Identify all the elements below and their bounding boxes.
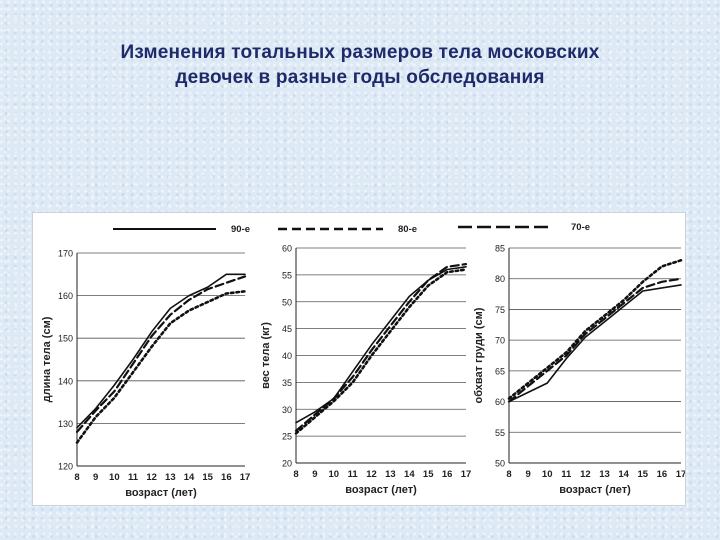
legend-label: 80-е — [398, 224, 417, 235]
x-tick-label: 9 — [93, 472, 98, 483]
x-tick-label: 10 — [109, 472, 120, 483]
y-tick-label: 130 — [58, 419, 73, 429]
series-line-dot — [294, 268, 468, 435]
legend-label: 90-е — [231, 224, 250, 235]
series-line-solid — [508, 284, 682, 403]
x-tick-label: 9 — [525, 469, 530, 480]
y-tick-label: 160 — [58, 291, 73, 301]
x-tick-label: 14 — [618, 469, 629, 480]
y-tick-label: 80 — [495, 274, 505, 284]
y-tick-label: 70 — [495, 336, 505, 346]
x-tick-label: 16 — [221, 472, 232, 483]
y-tick-label: 50 — [495, 459, 505, 469]
series-line-dot — [507, 258, 683, 400]
x-tick-label: 8 — [293, 469, 298, 480]
series-line-dash — [507, 277, 683, 403]
x-tick-label: 13 — [165, 472, 176, 483]
y-tick-label: 60 — [495, 397, 505, 407]
x-tick-label: 13 — [385, 469, 396, 480]
series-line-dash — [294, 262, 468, 432]
x-tick-label: 11 — [128, 472, 139, 483]
x-tick-label: 15 — [423, 469, 434, 480]
y-axis-title: обхват груди (см) — [473, 307, 485, 403]
series-line-solid — [76, 273, 246, 429]
y-tick-label: 50 — [282, 297, 292, 307]
x-tick-label: 16 — [442, 469, 453, 480]
x-tick-label: 17 — [676, 469, 685, 480]
chart-panel-1: 120 130 140 150 160 170 8 9 10 11 12 13 14 15 16 17 возр… — [41, 224, 250, 499]
legend-label: 70-е — [571, 222, 590, 233]
x-tick-label: 14 — [184, 472, 195, 483]
x-tick-label: 16 — [657, 469, 668, 480]
x-tick-label: 10 — [542, 469, 553, 480]
x-tick-label: 17 — [461, 469, 472, 480]
y-tick-label: 170 — [58, 249, 73, 259]
y-tick-label: 45 — [282, 324, 292, 334]
x-tick-label: 11 — [348, 469, 359, 480]
growth-charts-figure: 120 130 140 150 160 170 8 9 10 11 12 13 14 15 16 17 возр… — [33, 213, 686, 505]
x-tick-label: 14 — [404, 469, 415, 480]
x-tick-label: 11 — [561, 469, 572, 480]
x-tick-label: 17 — [240, 472, 251, 483]
y-tick-label: 55 — [495, 428, 505, 438]
y-tick-label: 60 — [282, 244, 292, 254]
y-tick-label: 55 — [282, 270, 292, 280]
y-tick-label: 25 — [282, 432, 292, 442]
slide-title-line-2: девочек в разные годы обследования — [175, 67, 545, 88]
x-axis-title: возраст (лет) — [559, 484, 631, 496]
chart-panel-2: 20 25 30 35 40 45 50 55 60 8 9 10 11 12 13 14 15 16 17 возр… — [260, 224, 471, 496]
y-tick-label: 30 — [282, 405, 292, 415]
x-tick-label: 13 — [599, 469, 610, 480]
y-tick-label: 40 — [282, 351, 292, 361]
growth-charts-svg: 120 130 140 150 160 170 8 9 10 11 12 13 14 15 16 17 возр… — [41, 222, 686, 499]
y-tick-label: 35 — [282, 378, 292, 388]
x-tick-label: 15 — [637, 469, 648, 480]
x-axis-title: возраст (лет) — [125, 487, 197, 499]
x-tick-label: 12 — [580, 469, 591, 480]
y-tick-label: 75 — [495, 305, 505, 315]
x-tick-label: 9 — [312, 469, 317, 480]
x-tick-label: 12 — [146, 472, 157, 483]
chart-panel-3: 50 55 60 65 70 75 80 85 8 9 10 11 12 13 14 15 16 17 возрас… — [458, 222, 686, 496]
y-tick-label: 140 — [58, 376, 73, 386]
y-axis-title: длина тела (см) — [41, 316, 53, 402]
y-tick-label: 65 — [495, 366, 505, 376]
slide-title-line-1: Изменения тотальных размеров тела москов… — [120, 42, 600, 63]
slide-title: Изменения тотальных размеров тела москов… — [30, 40, 690, 90]
y-axis-title: вес тела (кг) — [260, 322, 272, 389]
x-axis-title: возраст (лет) — [345, 484, 417, 496]
series-line-dot — [75, 290, 247, 444]
x-tick-label: 12 — [366, 469, 377, 480]
x-tick-label: 15 — [202, 472, 213, 483]
series-line-dash — [75, 275, 247, 433]
x-tick-label: 8 — [74, 472, 79, 483]
x-tick-label: 8 — [506, 469, 511, 480]
y-tick-label: 20 — [282, 459, 292, 469]
y-tick-label: 150 — [58, 334, 73, 344]
y-tick-label: 120 — [58, 462, 73, 472]
x-tick-label: 10 — [328, 469, 339, 480]
y-tick-label: 85 — [495, 244, 505, 254]
